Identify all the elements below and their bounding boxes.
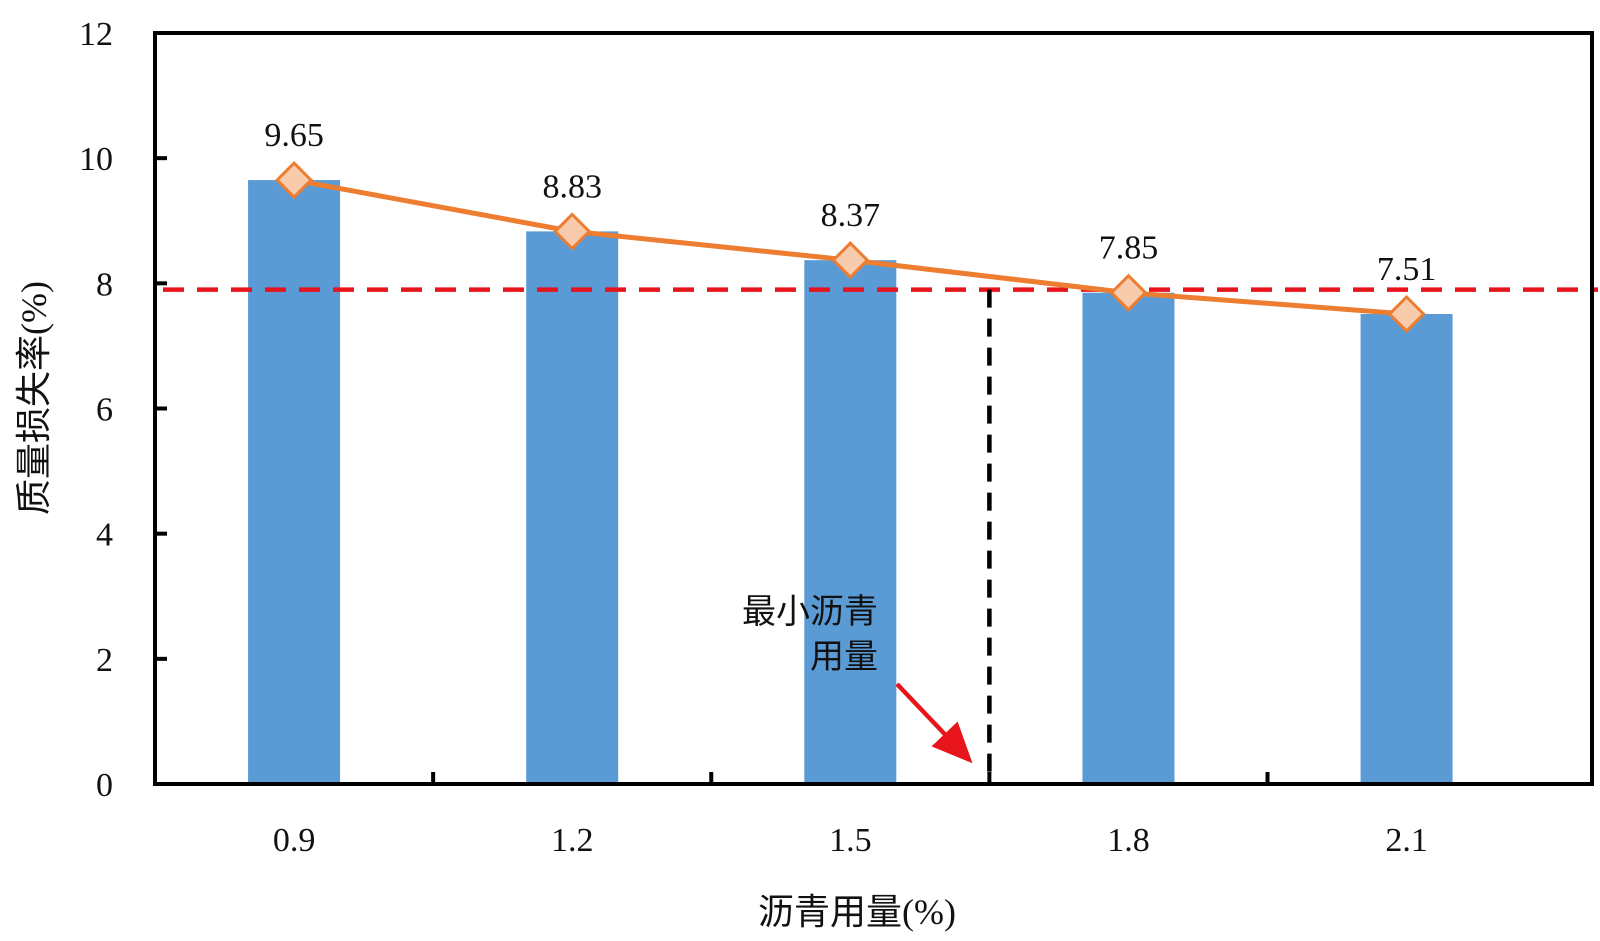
ticks-group — [155, 31, 1270, 786]
line-marker-1.8 — [1109, 273, 1148, 312]
y-tick-label-6: 6 — [96, 392, 113, 429]
x-tick-label-1.8: 1.8 — [1107, 822, 1150, 859]
annotation-text-line2: 用量 — [810, 639, 878, 676]
labels-group: 9.65 8.83 8.37 7.85 7.51 0 2 4 6 8 10 12 0.9 1.2 1.5 1.… — [79, 16, 1436, 859]
annotation-arrow — [895, 682, 973, 764]
bar-1.2 — [526, 231, 619, 784]
bar-0.9 — [248, 180, 341, 785]
y-tick-label-0: 0 — [96, 767, 113, 804]
y-axis-title: 质量损失率(%) — [14, 281, 54, 515]
line-marker-2.1 — [1387, 294, 1426, 334]
y-tick-label-4: 4 — [96, 517, 113, 554]
x-tick-label-1.2: 1.2 — [551, 822, 594, 859]
data-label-1.2: 8.83 — [542, 168, 602, 205]
data-label-0.9: 9.65 — [264, 117, 324, 154]
trend-line-group — [274, 160, 1426, 334]
x-axis-title: 沥青用量(%) — [758, 892, 956, 932]
bars-group — [248, 180, 1453, 785]
x-tick-label-0.9: 0.9 — [273, 822, 316, 859]
line-marker-1.2 — [553, 212, 592, 251]
y-tick-label-10: 10 — [79, 141, 113, 178]
y-tick-label-8: 8 — [96, 266, 113, 303]
line-marker-0.9 — [274, 160, 314, 200]
bar-1.5 — [804, 260, 897, 784]
bar-1.8 — [1082, 292, 1175, 784]
min-asphalt-annotation: 最小沥青 用量 — [742, 593, 878, 676]
bar-2.1 — [1360, 313, 1453, 784]
annotation-text-line1: 最小沥青 — [742, 593, 878, 631]
x-tick-label-1.5: 1.5 — [829, 822, 872, 859]
line-marker-1.5 — [831, 241, 870, 280]
y-tick-label-12: 12 — [79, 16, 113, 53]
data-label-1.8: 7.85 — [1099, 230, 1159, 267]
data-label-2.1: 7.51 — [1377, 251, 1437, 288]
guide-lines-group — [163, 287, 1598, 784]
y-tick-label-2: 2 — [96, 642, 113, 679]
x-tick-label-2.1: 2.1 — [1385, 822, 1428, 859]
data-label-1.5: 8.37 — [821, 197, 881, 234]
